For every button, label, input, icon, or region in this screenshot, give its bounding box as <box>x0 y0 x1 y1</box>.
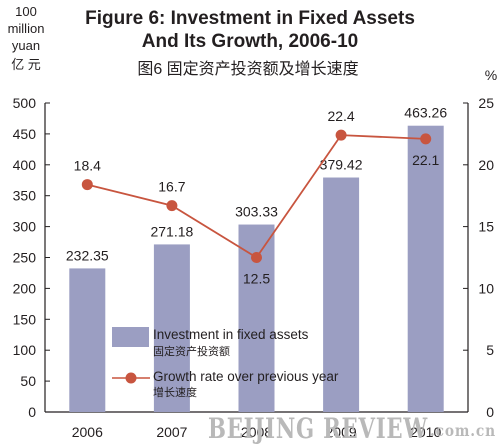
growth-point-2009 <box>335 129 347 141</box>
left-unit-3: yuan <box>12 38 40 53</box>
x-tick-label: 2008 <box>241 424 272 440</box>
growth-value-label: 22.4 <box>327 108 354 124</box>
bar-value-label: 303.33 <box>235 204 278 220</box>
left-tick-label: 250 <box>13 250 37 266</box>
x-tick-label: 2007 <box>156 424 187 440</box>
bar-value-label: 271.18 <box>150 223 193 239</box>
growth-point-2008 <box>251 252 262 263</box>
right-tick-label: 10 <box>478 280 494 296</box>
right-tick-label: 0 <box>486 404 494 420</box>
bar-2007 <box>153 244 190 412</box>
right-tick-label: 15 <box>478 219 494 235</box>
right-tick-label: 5 <box>486 342 494 358</box>
left-tick-label: 450 <box>13 126 37 142</box>
growth-point-2007 <box>166 200 178 212</box>
left-tick-label: 350 <box>13 188 37 204</box>
growth-value-label: 16.7 <box>158 179 185 195</box>
left-unit-2: million <box>8 21 45 36</box>
left-tick-label: 200 <box>13 280 37 296</box>
left-tick-label: 500 <box>13 95 37 111</box>
growth-point-2010 <box>420 133 432 145</box>
right-unit: % <box>485 67 497 83</box>
bars <box>69 125 444 412</box>
bar-value-label: 379.42 <box>320 157 363 173</box>
bar-value-label: 463.26 <box>404 105 447 121</box>
growth-line: 18.4 16.7 12.5 22.4 22.1 <box>74 108 440 286</box>
growth-value-label: 12.5 <box>243 271 270 287</box>
left-axis-ticks: 0 50 100 150 200 250 300 350 400 450 500 <box>13 95 50 420</box>
right-tick-label: 25 <box>478 95 494 111</box>
left-tick-label: 50 <box>20 373 36 389</box>
x-tick-label: 2009 <box>326 424 357 440</box>
bar-2009 <box>323 177 360 412</box>
left-unit-1: 100 <box>15 4 37 19</box>
legend-line-label-cn: 增长速度 <box>153 385 197 399</box>
bar-value-label: 232.35 <box>66 247 109 263</box>
legend-bar-label: Investment in fixed assets <box>153 327 309 342</box>
chart-title-line1: Figure 6: Investment in Fixed Assets <box>85 8 415 29</box>
chart-title-cn: 图6 固定资产投资额及增长速度 <box>137 60 358 78</box>
legend-bar-swatch <box>112 327 149 347</box>
left-unit-cn: 亿 元 <box>11 57 41 72</box>
growth-value-label: 18.4 <box>74 158 101 174</box>
legend-line-label: Growth rate over previous year <box>153 369 339 384</box>
x-tick-labels: 2006 2007 2008 2009 2010 <box>72 424 442 440</box>
x-tick-label: 2010 <box>410 424 441 440</box>
left-tick-label: 150 <box>13 311 37 327</box>
legend: Investment in fixed assets 固定资产投资额 Growt… <box>112 327 339 399</box>
left-tick-label: 100 <box>13 342 37 358</box>
legend-bar-label-cn: 固定资产投资额 <box>153 344 230 358</box>
right-tick-label: 20 <box>478 157 494 173</box>
chart-title-line2: And Its Growth, 2006-10 <box>142 31 358 52</box>
bar-value-labels: 232.35 271.18 303.33 379.42 463.26 <box>66 105 447 264</box>
left-tick-label: 400 <box>13 157 37 173</box>
left-tick-label: 0 <box>28 404 36 420</box>
x-tick-label: 2006 <box>72 424 103 440</box>
growth-value-label: 22.1 <box>412 152 439 168</box>
left-tick-label: 300 <box>13 219 37 235</box>
right-axis-ticks: 0 5 10 15 20 25 <box>463 95 494 420</box>
watermark-suffix: .com.cn <box>430 421 496 440</box>
watermark: BEIJING REVIEW <box>208 412 428 445</box>
bar-2006 <box>69 268 106 412</box>
bar-2010 <box>407 125 444 412</box>
growth-point-2006 <box>81 179 93 191</box>
legend-line-marker <box>125 372 137 384</box>
